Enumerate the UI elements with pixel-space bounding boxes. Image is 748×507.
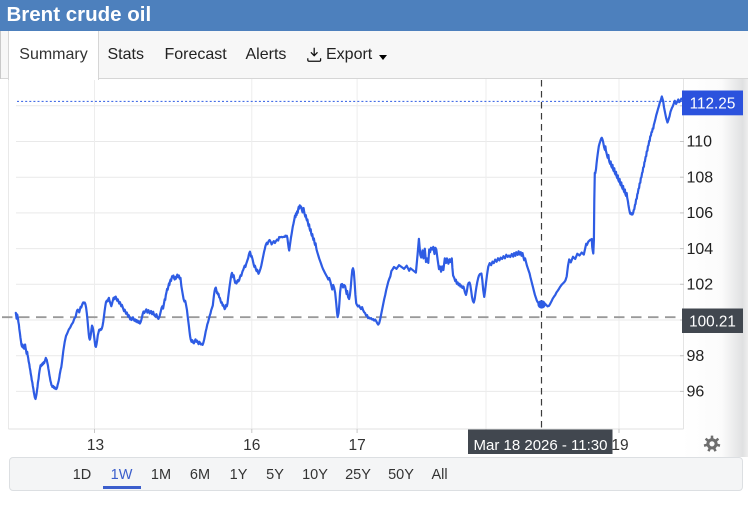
svg-text:16: 16	[243, 437, 260, 454]
svg-text:98: 98	[687, 348, 705, 365]
svg-text:104: 104	[687, 241, 714, 258]
svg-text:Mar 18 2026 - 11:30: Mar 18 2026 - 11:30	[474, 437, 608, 454]
svg-text:108: 108	[687, 169, 714, 186]
svg-text:112.25: 112.25	[690, 96, 736, 113]
svg-text:13: 13	[87, 437, 104, 454]
svg-text:110: 110	[687, 134, 713, 151]
svg-text:106: 106	[687, 205, 714, 222]
svg-text:17: 17	[348, 437, 365, 454]
svg-text:96: 96	[687, 384, 705, 401]
svg-text:102: 102	[687, 277, 714, 294]
svg-text:100.21: 100.21	[689, 313, 736, 330]
svg-text:19: 19	[611, 437, 628, 454]
